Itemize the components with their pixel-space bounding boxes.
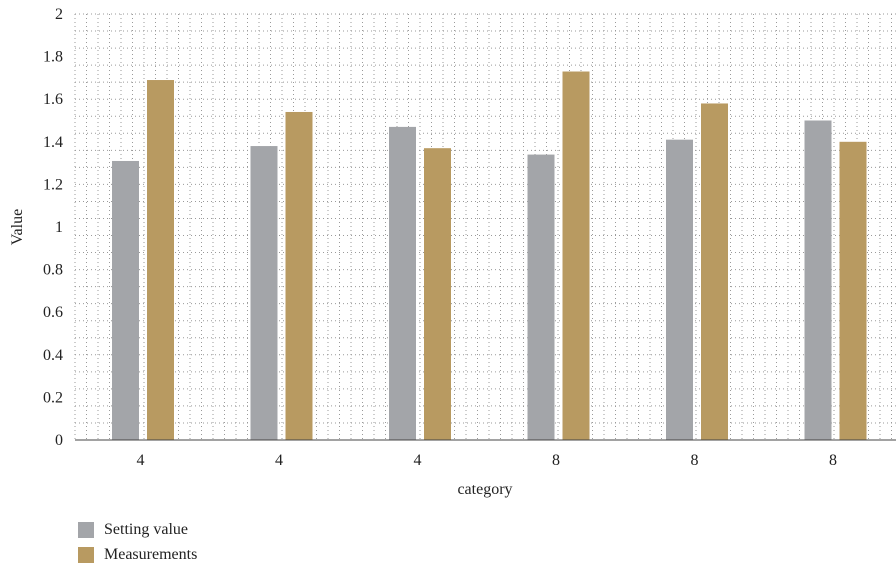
x-tick-label: 4 bbox=[275, 452, 283, 469]
legend-item-setting-value: Setting value bbox=[78, 517, 197, 542]
x-axis-ticks: 4 4 4 8 8 8 bbox=[137, 452, 838, 469]
legend: Setting value Measurements bbox=[78, 517, 197, 567]
y-tick-label: 1.4 bbox=[43, 134, 63, 151]
x-tick-label: 8 bbox=[552, 452, 560, 469]
y-tick-label: 1.8 bbox=[43, 49, 63, 66]
y-tick-label: 0.4 bbox=[43, 347, 63, 364]
bar-measurements bbox=[562, 71, 590, 440]
legend-label-measurements: Measurements bbox=[104, 545, 198, 563]
y-tick-label: 0.8 bbox=[43, 262, 63, 279]
y-axis-ticks: 0 0.2 0.4 0.6 0.8 1 1.2 1.4 1.6 1.8 2 bbox=[43, 6, 63, 449]
x-tick-label: 4 bbox=[137, 452, 145, 469]
bar-setting-value bbox=[666, 139, 693, 441]
bar-setting-value bbox=[112, 160, 139, 440]
y-tick-label: 2 bbox=[55, 6, 63, 23]
bar-measurements bbox=[839, 141, 867, 441]
bars-group bbox=[112, 71, 867, 441]
bar-measurements bbox=[285, 111, 313, 440]
bar-measurements bbox=[147, 80, 174, 440]
x-tick-label: 8 bbox=[691, 452, 699, 469]
x-tick-label: 8 bbox=[829, 452, 837, 469]
legend-swatch-measurements bbox=[78, 546, 94, 563]
y-tick-label: 1.6 bbox=[43, 91, 63, 108]
bar-measurements bbox=[424, 148, 451, 440]
bar-measurements bbox=[701, 103, 728, 441]
y-tick-label: 0 bbox=[55, 432, 63, 449]
y-tick-label: 0.2 bbox=[43, 389, 63, 406]
x-tick-label: 4 bbox=[414, 452, 422, 469]
legend-item-measurements: Measurements bbox=[78, 542, 197, 567]
legend-swatch-setting-value bbox=[78, 521, 94, 538]
bar-chart: 0 0.2 0.4 0.6 0.8 1 1.2 1.4 1.6 1.8 2 4 4 4 8 8 8 categ… bbox=[9, 6, 896, 498]
y-axis-title: Value bbox=[9, 209, 26, 245]
bar-setting-value bbox=[804, 120, 832, 440]
grid-lines bbox=[74, 13, 896, 441]
legend-label-setting-value: Setting value bbox=[104, 520, 188, 538]
x-axis-title: category bbox=[457, 481, 512, 498]
bar-setting-value bbox=[250, 146, 278, 440]
bar-setting-value bbox=[389, 126, 416, 440]
bar-setting-value bbox=[527, 154, 555, 440]
y-tick-label: 1.2 bbox=[43, 176, 63, 193]
y-tick-label: 0.6 bbox=[43, 304, 63, 321]
y-tick-label: 1 bbox=[55, 219, 63, 236]
